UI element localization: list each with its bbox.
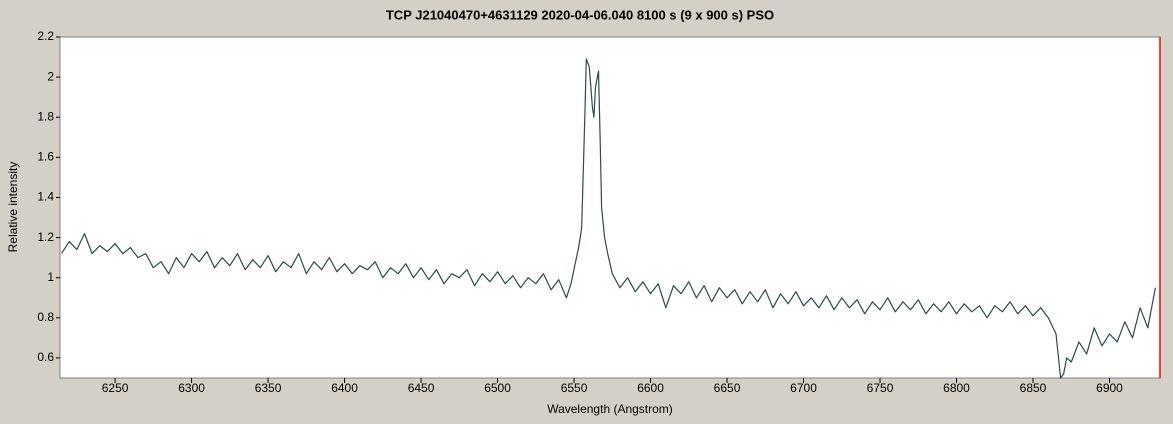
x-tick-label: 6900 xyxy=(1096,381,1123,395)
x-tick-label: 6450 xyxy=(408,381,435,395)
x-tick-label: 6300 xyxy=(178,381,205,395)
x-tick-label: 6750 xyxy=(867,381,894,395)
x-axis-label: Wavelength (Angstrom) xyxy=(547,402,673,416)
x-tick-label: 6550 xyxy=(561,381,588,395)
chart-title: TCP J21040470+4631129 2020-04-06.040 810… xyxy=(386,7,774,22)
x-tick-label: 6350 xyxy=(255,381,282,395)
y-tick-label: 2 xyxy=(47,69,54,83)
y-tick-label: 1 xyxy=(47,270,54,284)
x-tick-label: 6850 xyxy=(1020,381,1047,395)
y-tick-label: 1.2 xyxy=(37,230,54,244)
x-tick-label: 6250 xyxy=(102,381,129,395)
y-tick-label: 1.8 xyxy=(37,109,54,123)
y-tick-label: 2.2 xyxy=(37,29,54,43)
x-tick-label: 6600 xyxy=(637,381,664,395)
x-tick-label: 6650 xyxy=(714,381,741,395)
x-tick-label: 6500 xyxy=(484,381,511,395)
x-tick-label: 6800 xyxy=(943,381,970,395)
y-tick-label: 1.6 xyxy=(37,150,54,164)
y-axis-label: Relative intensity xyxy=(6,162,20,253)
x-tick-label: 6400 xyxy=(331,381,358,395)
y-tick-label: 0.8 xyxy=(37,310,54,324)
spectrum-line xyxy=(60,58,1156,379)
y-tick-label: 0.6 xyxy=(37,350,54,364)
plot-area xyxy=(59,36,1161,379)
x-tick-label: 6700 xyxy=(790,381,817,395)
y-tick-label: 1.4 xyxy=(37,190,54,204)
